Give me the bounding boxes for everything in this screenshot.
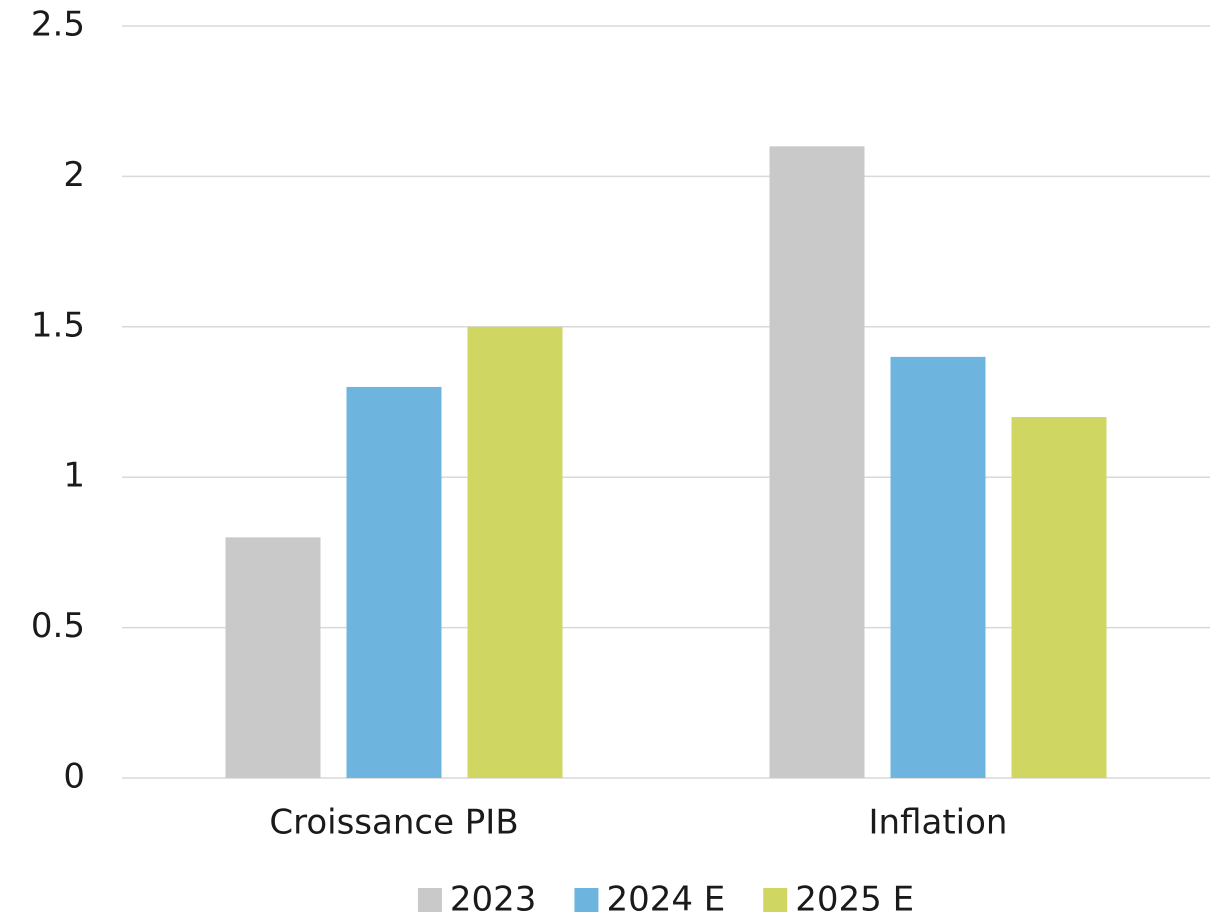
legend-swatch <box>763 888 788 912</box>
x-tick-label: Inflation <box>869 803 1008 843</box>
legend-label: 2025 E <box>795 880 914 920</box>
y-tick-label: 2 <box>63 155 85 195</box>
bar <box>1011 417 1107 778</box>
y-tick-label: 0.5 <box>31 606 85 646</box>
bar <box>769 146 865 778</box>
x-tick-label: Croissance PIB <box>269 803 518 843</box>
bar <box>346 386 442 778</box>
y-tick-label: 0 <box>63 757 85 797</box>
legend-swatch <box>574 888 599 912</box>
legend-label: 2023 <box>450 880 537 920</box>
legend-swatch <box>417 888 442 912</box>
bar <box>225 537 321 778</box>
legend-label: 2024 E <box>606 880 725 920</box>
bar <box>467 326 563 778</box>
y-tick-label: 2.5 <box>31 5 85 45</box>
y-tick-label: 1 <box>63 456 85 496</box>
y-tick-label: 1.5 <box>31 305 85 345</box>
bar <box>890 356 986 778</box>
